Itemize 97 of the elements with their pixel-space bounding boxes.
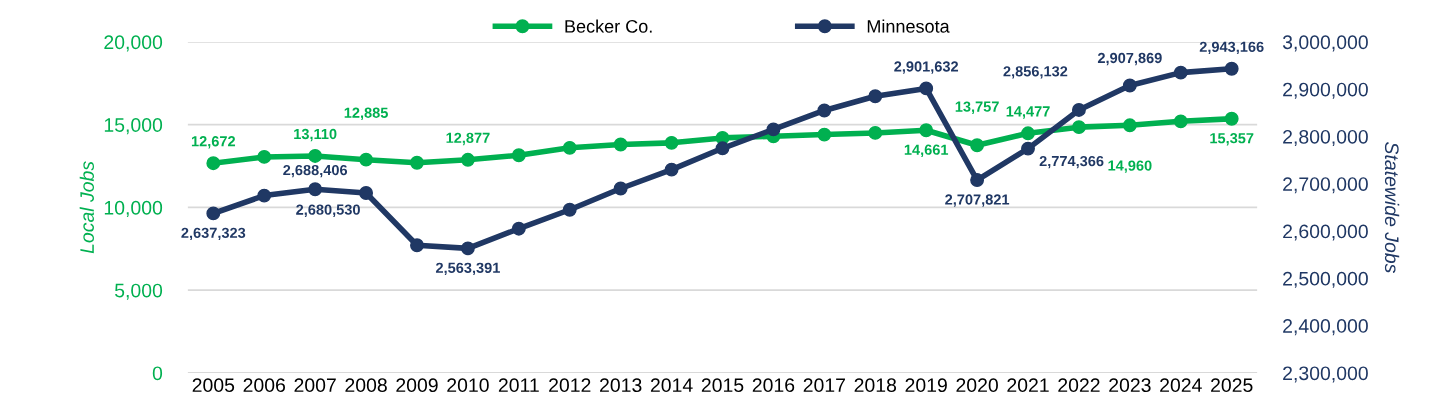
point: [613, 137, 628, 152]
point: [970, 173, 985, 188]
y-axis-title: Local Jobs: [79, 161, 94, 254]
point: [206, 156, 221, 171]
point: [206, 206, 221, 221]
y2-tick-label: 2,400,000: [1283, 319, 1368, 336]
x-tick-label: 2025: [1211, 378, 1253, 393]
point: [1122, 78, 1137, 93]
point: [1071, 102, 1086, 117]
x-tick-label: 2024: [1160, 378, 1202, 393]
data-label: 2,688,406: [283, 164, 348, 178]
y-tick-label: 10,000: [104, 200, 163, 217]
data-label: 2,680,530: [296, 204, 360, 217]
point: [1071, 120, 1086, 135]
point: [359, 186, 374, 200]
x-tick-label: 2006: [243, 378, 285, 393]
y2-tick-label: 3,000,000: [1282, 35, 1368, 52]
data-label: 12,877: [446, 132, 490, 146]
data-label: 2,856,132: [1003, 66, 1068, 79]
x-tick-label: 2010: [447, 378, 489, 393]
y-tick-label: 20,000: [104, 35, 163, 52]
point: [410, 238, 424, 253]
point: [460, 152, 475, 167]
point: [1224, 61, 1239, 76]
point: [715, 141, 730, 156]
x-tick-label: 2020: [956, 378, 998, 393]
y2-tick-label: 2,800,000: [1283, 129, 1368, 147]
y-tick-label: 5,000: [114, 283, 163, 300]
data-label: 13,110: [294, 128, 337, 142]
data-label: 14,477: [1006, 106, 1050, 119]
data-label: 12,885: [344, 107, 388, 120]
x-tick-label: 2023: [1109, 378, 1151, 393]
y2-tick-label: 2,700,000: [1283, 177, 1368, 194]
x-tick-label: 2005: [192, 378, 235, 393]
data-label: 15,357: [1210, 133, 1254, 146]
y2-tick-label: 2,900,000: [1283, 82, 1368, 99]
point: [817, 127, 832, 142]
x-tick-label: 2016: [752, 378, 795, 393]
point: [460, 241, 475, 256]
x-tick-label: 2017: [803, 378, 845, 393]
point: [868, 125, 883, 140]
data-label: 2,707,821: [945, 194, 1010, 207]
data-label: 2,774,366: [1039, 155, 1104, 169]
y2-tick-label: 2,300,000: [1283, 366, 1368, 383]
legend-label: Minnesota: [867, 19, 950, 33]
point: [562, 202, 577, 217]
data-label: 14,661: [904, 144, 949, 157]
y2-tick-label: 2,600,000: [1283, 224, 1368, 241]
point: [613, 181, 628, 196]
y2-axis-title: Statewide Jobs: [1384, 142, 1400, 273]
x-tick-label: 2022: [1058, 378, 1100, 393]
point: [664, 135, 679, 150]
y2-tick-label: 2,500,000: [1283, 271, 1368, 288]
point: [970, 138, 985, 153]
point: [817, 103, 832, 118]
x-tick-label: 2014: [650, 378, 693, 393]
point: [410, 155, 424, 170]
x-tick-label: 2013: [600, 378, 642, 393]
y-tick-label: 15,000: [104, 118, 163, 135]
point: [1173, 114, 1188, 129]
point: [359, 152, 374, 167]
point: [766, 122, 781, 137]
point: [1021, 141, 1035, 156]
point: [308, 148, 323, 163]
x-tick-label: 2019: [905, 378, 947, 393]
x-tick-label: 2018: [854, 378, 897, 393]
data-label: 14,960: [1108, 160, 1152, 173]
x-tick-label: 2021: [1007, 378, 1049, 393]
point: [919, 81, 934, 96]
point: [257, 188, 272, 203]
x-tick-label: 2009: [396, 378, 438, 393]
data-label: 2,907,869: [1097, 52, 1162, 66]
point: [1173, 65, 1188, 80]
point: [664, 162, 679, 177]
x-tick-label: 2011: [498, 378, 539, 393]
point: [919, 123, 934, 138]
data-label: 2,563,391: [435, 262, 500, 276]
data-label: 13,757: [955, 101, 999, 114]
point: [562, 140, 577, 155]
point: [868, 89, 883, 104]
point: [1122, 118, 1137, 133]
point: [257, 149, 272, 164]
x-tick-label: 2015: [701, 378, 744, 393]
point: [308, 182, 323, 197]
x-tick-label: 2008: [345, 378, 387, 393]
x-tick-label: 2012: [549, 378, 591, 393]
data-label: 12,672: [191, 136, 236, 149]
legend-label: Becker Co.: [565, 19, 652, 33]
point: [1021, 126, 1035, 141]
point: [511, 221, 526, 236]
y-tick-label: 0: [152, 366, 163, 381]
data-label: 2,943,166: [1199, 41, 1264, 55]
data-label: 2,637,323: [181, 227, 246, 241]
data-label: 2,901,632: [894, 61, 959, 74]
point: [511, 148, 526, 163]
point: [1224, 111, 1239, 126]
x-tick-label: 2007: [294, 378, 336, 393]
